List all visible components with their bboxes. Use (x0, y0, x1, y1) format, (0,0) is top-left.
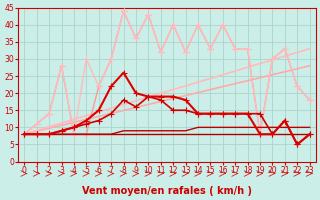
X-axis label: Vent moyen/en rafales ( km/h ): Vent moyen/en rafales ( km/h ) (82, 186, 252, 196)
